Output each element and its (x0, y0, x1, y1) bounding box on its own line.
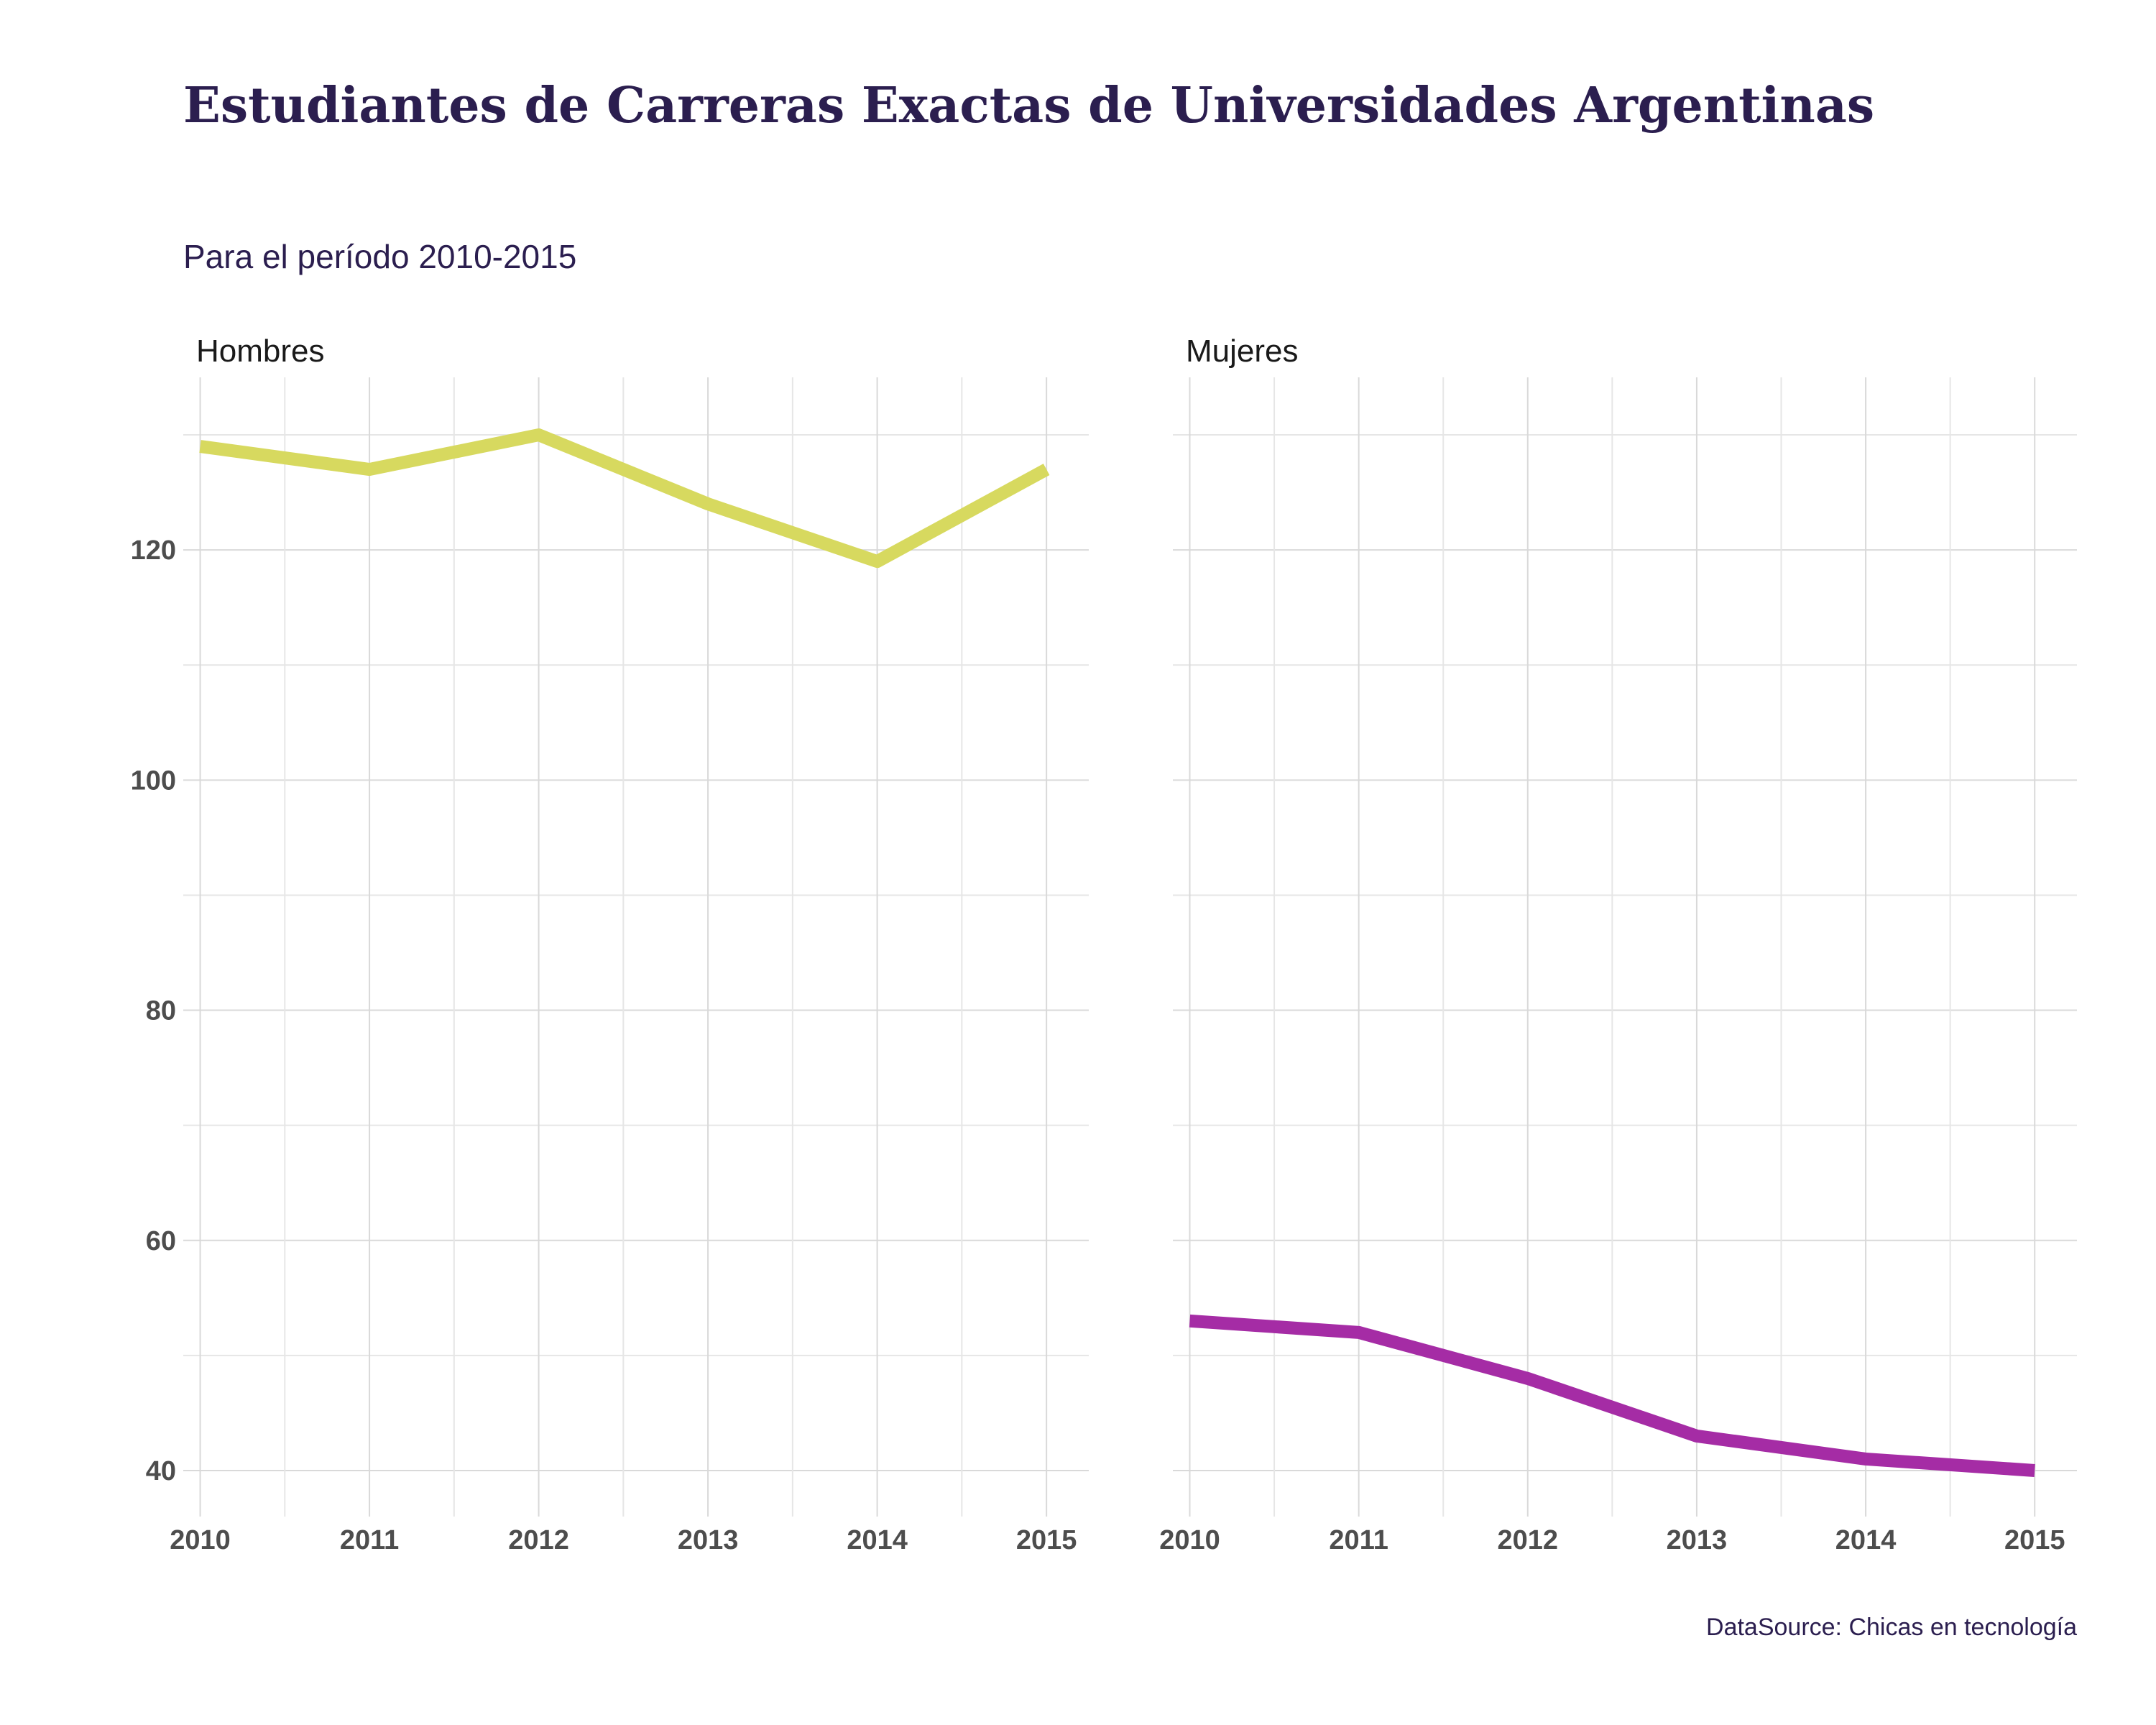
x-tick-label: 2014 (847, 1525, 908, 1555)
x-tick-label: 2010 (170, 1525, 231, 1555)
x-tick-label: 2012 (1498, 1525, 1559, 1555)
y-tick-label: 120 (131, 535, 176, 566)
x-tick-label: 2015 (2004, 1525, 2065, 1555)
facet-panel-mujeres: Mujeres 2010 2011 2012 2013 2014 2015 (1159, 334, 2077, 1555)
chart-subtitle: Para el período 2010-2015 (183, 238, 576, 275)
x-tick-label: 2015 (1016, 1525, 1077, 1555)
x-tick-label: 2010 (1159, 1525, 1220, 1555)
y-tick-label: 100 (131, 765, 176, 796)
chart-caption: DataSource: Chicas en tecnología (1706, 1614, 2077, 1641)
chart-title: Estudiantes de Carreras Exactas de Unive… (183, 77, 1874, 134)
x-tick-label: 2013 (678, 1525, 739, 1555)
x-tick-label: 2011 (340, 1525, 399, 1555)
facet-panel-hombres: Hombres 2010 2011 2012 2013 2014 2015 40 60 80 100… (131, 334, 1089, 1555)
x-tick-label: 2013 (1667, 1525, 1728, 1555)
x-tick-label: 2012 (508, 1525, 569, 1555)
y-tick-label: 60 (146, 1226, 176, 1256)
facet-label-mujeres: Mujeres (1186, 334, 1299, 369)
series-line-mujeres (1189, 1314, 2035, 1477)
facet-label-hombres: Hombres (196, 334, 325, 369)
y-tick-label: 80 (146, 996, 176, 1026)
x-tick-label: 2011 (1329, 1525, 1388, 1555)
series-line-hombres (199, 428, 1050, 569)
y-tick-label: 40 (146, 1456, 176, 1486)
x-tick-label: 2014 (1835, 1525, 1897, 1555)
